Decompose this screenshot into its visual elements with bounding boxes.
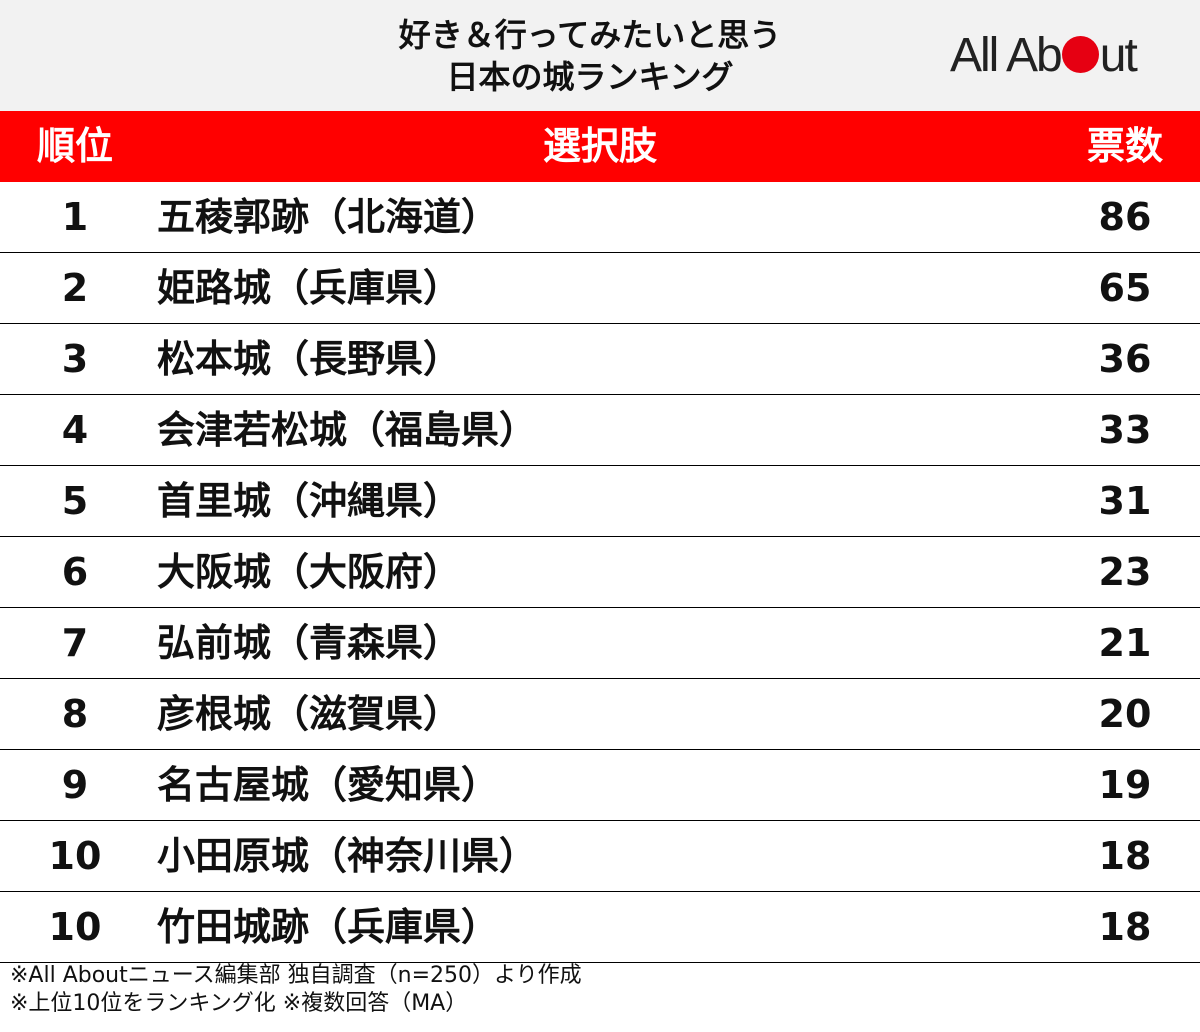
rank-cell: 2 xyxy=(61,266,89,310)
table-row: 9 名古屋城（愛知県） 19 xyxy=(0,750,1200,821)
votes-cell: 33 xyxy=(1098,408,1152,452)
column-header-votes: 票数 xyxy=(1086,124,1163,168)
table-row: 7 弘前城（青森県） 21 xyxy=(0,608,1200,679)
table-row: 3 松本城（長野県） 36 xyxy=(0,324,1200,395)
rank-cell: 9 xyxy=(61,763,89,807)
votes-cell: 20 xyxy=(1098,692,1152,736)
column-header-choice: 選択肢 xyxy=(542,124,657,168)
choice-cell: 大阪城（大阪府） xyxy=(157,550,462,594)
votes-cell: 18 xyxy=(1098,905,1152,949)
table-row: 5 首里城（沖縄県） 31 xyxy=(0,466,1200,537)
table-row: 4 会津若松城（福島県） 33 xyxy=(0,395,1200,466)
choice-cell: 会津若松城（福島県） xyxy=(157,408,538,452)
page-title: 好き＆行ってみたいと思う 日本の城ランキング xyxy=(0,14,1180,98)
title-line-1: 好き＆行ってみたいと思う xyxy=(398,16,782,54)
rank-cell: 10 xyxy=(48,905,102,949)
rank-cell: 10 xyxy=(48,834,102,878)
title-line-2: 日本の城ランキング xyxy=(446,58,734,96)
choice-cell: 名古屋城（愛知県） xyxy=(157,763,500,807)
choice-cell: 松本城（長野県） xyxy=(157,337,462,381)
logo-text-after: ut xyxy=(1099,29,1138,82)
choice-cell: 弘前城（青森県） xyxy=(157,621,462,665)
logo-red-dot-icon xyxy=(1061,36,1099,73)
footnotes: ※All Aboutニュース編集部 独自調査（n=250）より作成 ※上位10位… xyxy=(10,962,582,1018)
rank-cell: 8 xyxy=(61,692,89,736)
rank-cell: 5 xyxy=(61,479,89,523)
votes-cell: 19 xyxy=(1098,763,1152,807)
rank-cell: 7 xyxy=(61,621,89,665)
table-row: 1 五稜郭跡（北海道） 86 xyxy=(0,182,1200,253)
rank-cell: 6 xyxy=(61,550,89,594)
table-body: 1 五稜郭跡（北海道） 86 2 姫路城（兵庫県） 65 3 松本城（長野県） … xyxy=(0,182,1200,963)
footnote-source: ※All Aboutニュース編集部 独自調査（n=250）より作成 xyxy=(10,963,582,988)
rank-cell: 3 xyxy=(61,337,89,381)
table-header: 順位 選択肢 票数 xyxy=(0,111,1200,182)
votes-cell: 23 xyxy=(1098,550,1152,594)
logo-text-before: All Ab xyxy=(950,29,1063,82)
column-header-rank: 順位 xyxy=(36,124,113,168)
choice-cell: 小田原城（神奈川県） xyxy=(157,834,538,878)
table-row: 10 竹田城跡（兵庫県） 18 xyxy=(0,892,1200,963)
table-row: 2 姫路城（兵庫県） 65 xyxy=(0,253,1200,324)
choice-cell: 竹田城跡（兵庫県） xyxy=(157,905,500,949)
votes-cell: 36 xyxy=(1098,337,1152,381)
footnote-method: ※上位10位をランキング化 ※複数回答（MA） xyxy=(10,991,468,1016)
votes-cell: 65 xyxy=(1098,266,1152,310)
choice-cell: 五稜郭跡（北海道） xyxy=(157,195,500,239)
table-row: 8 彦根城（滋賀県） 20 xyxy=(0,679,1200,750)
votes-cell: 31 xyxy=(1098,479,1152,523)
votes-cell: 86 xyxy=(1098,195,1152,239)
rank-cell: 1 xyxy=(61,195,89,239)
table-row: 6 大阪城（大阪府） 23 xyxy=(0,537,1200,608)
choice-cell: 首里城（沖縄県） xyxy=(157,479,462,523)
table-row: 10 小田原城（神奈川県） 18 xyxy=(0,821,1200,892)
allabout-logo: All Ab ut xyxy=(950,28,1138,84)
title-header: 好き＆行ってみたいと思う 日本の城ランキング All Ab ut xyxy=(0,0,1200,111)
votes-cell: 21 xyxy=(1098,621,1152,665)
votes-cell: 18 xyxy=(1098,834,1152,878)
rank-cell: 4 xyxy=(61,408,89,452)
choice-cell: 彦根城（滋賀県） xyxy=(157,692,462,736)
choice-cell: 姫路城（兵庫県） xyxy=(157,266,462,310)
